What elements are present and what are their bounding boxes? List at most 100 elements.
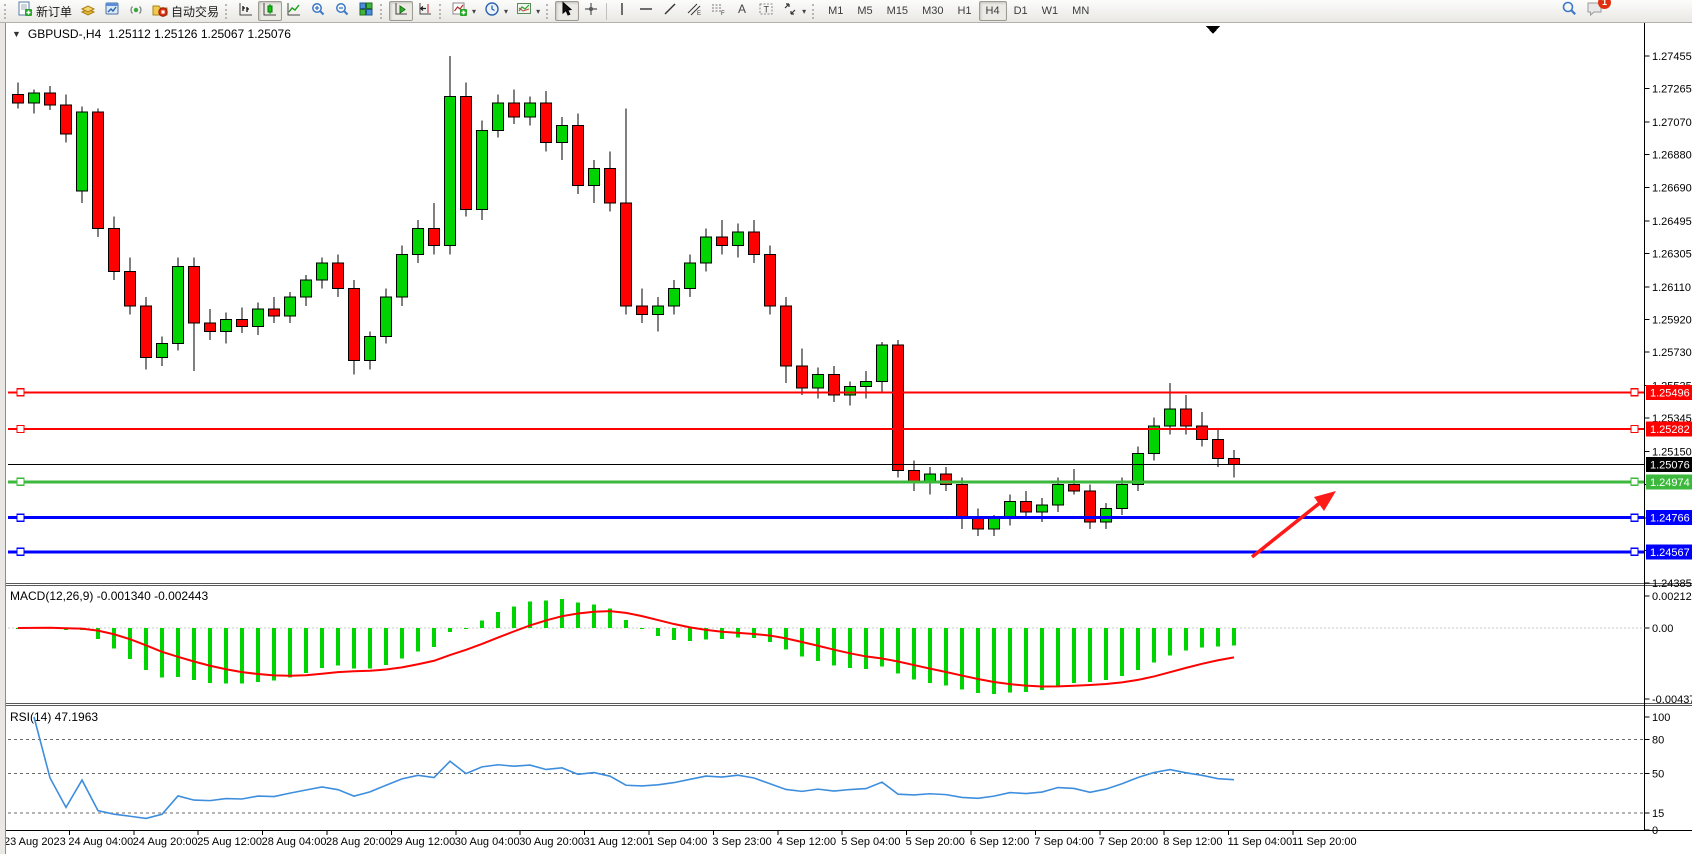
line-handle[interactable] bbox=[16, 513, 25, 522]
macd-histogram-bar bbox=[576, 602, 580, 628]
bear-candle bbox=[236, 319, 248, 327]
bull-candle bbox=[396, 253, 408, 298]
cursor-tool-button[interactable] bbox=[555, 0, 580, 21]
dropdown-caret-icon: ▾ bbox=[504, 6, 509, 16]
bear-candle bbox=[540, 102, 552, 144]
timeframe-button-h4[interactable]: H4 bbox=[978, 1, 1007, 21]
bull-candle bbox=[1052, 483, 1064, 506]
line-handle[interactable] bbox=[1630, 424, 1639, 434]
signal-button[interactable] bbox=[124, 1, 148, 21]
indicators-icon bbox=[452, 1, 468, 22]
bear-candle bbox=[780, 305, 792, 367]
tile-windows-button[interactable] bbox=[354, 1, 378, 21]
bear-candle bbox=[604, 167, 616, 204]
zoom-out-button[interactable] bbox=[330, 1, 354, 21]
macd-tick-label: -0.004378 bbox=[1652, 694, 1692, 706]
arrows-icon bbox=[782, 1, 798, 22]
toolbar-separator bbox=[606, 2, 608, 20]
timeframe-button-m30[interactable]: M30 bbox=[922, 5, 944, 17]
toolbar-grip[interactable] bbox=[812, 3, 818, 19]
one-click-trading-toggle-icon[interactable]: ▼ bbox=[12, 29, 21, 39]
line-handle[interactable] bbox=[1630, 477, 1639, 487]
auto-scroll-button[interactable] bbox=[389, 1, 414, 21]
text-tool-button[interactable]: A bbox=[730, 1, 754, 21]
macd-signal-line bbox=[17, 610, 1235, 688]
macd-histogram-bar bbox=[16, 628, 20, 629]
market-watch-button[interactable] bbox=[76, 1, 100, 21]
line-handle[interactable] bbox=[1630, 388, 1639, 397]
line-handle[interactable] bbox=[16, 388, 25, 397]
bull-candle bbox=[252, 308, 264, 327]
timeframe-button-m1[interactable]: M1 bbox=[828, 5, 844, 17]
macd-histogram-bar bbox=[960, 628, 964, 690]
price-tick-label: 1.27070 bbox=[1652, 117, 1692, 129]
timeframe-button-d1[interactable]: D1 bbox=[1013, 5, 1028, 17]
line-chart-mode-button[interactable] bbox=[282, 1, 306, 21]
crosshair-tool-button[interactable] bbox=[579, 1, 603, 21]
tile-windows-icon bbox=[358, 1, 374, 22]
date-label: 3 Sep 23:00 bbox=[712, 836, 771, 848]
timeframe-button-mn[interactable]: MN bbox=[1072, 5, 1090, 17]
trend-arrow-annotation[interactable] bbox=[1250, 496, 1328, 559]
horizontal-line-tool-button[interactable] bbox=[634, 1, 658, 21]
macd-histogram-bar bbox=[672, 628, 676, 640]
bull-candle bbox=[524, 102, 536, 118]
chart-canvas[interactable]: MACD(12,26,9) -0.001340 -0.002443 RSI(14… bbox=[0, 23, 1692, 854]
chart-shift-icon bbox=[417, 1, 433, 22]
bear-candle bbox=[1196, 425, 1208, 441]
toolbar-grip[interactable] bbox=[439, 3, 445, 19]
toolbar-grip[interactable] bbox=[546, 3, 552, 19]
line-handle[interactable] bbox=[1630, 513, 1639, 522]
bear-candle bbox=[1068, 483, 1080, 492]
bear-candle bbox=[204, 322, 216, 333]
arrows-tool-button[interactable]: ▾ bbox=[778, 1, 810, 21]
line-handle[interactable] bbox=[16, 547, 25, 556]
price-flag bbox=[1646, 421, 1692, 437]
chat-button[interactable]: 1 bbox=[1586, 0, 1611, 22]
bull-candle bbox=[652, 305, 664, 315]
templates-button[interactable]: ▾ bbox=[512, 1, 544, 21]
chart-window-button[interactable] bbox=[100, 1, 124, 21]
macd-histogram-bar bbox=[448, 628, 452, 633]
bear-candle bbox=[1212, 439, 1224, 460]
periods-button[interactable]: ▾ bbox=[480, 1, 512, 21]
toolbar-grip[interactable] bbox=[225, 3, 231, 19]
bear-candle bbox=[956, 483, 968, 520]
macd-histogram-bar bbox=[544, 600, 548, 628]
macd-indicator-label: MACD(12,26,9) -0.001340 -0.002443 bbox=[10, 589, 208, 603]
timeframe-button-m5[interactable]: M5 bbox=[857, 5, 873, 17]
timeframe-button-h1[interactable]: H1 bbox=[957, 5, 972, 17]
vertical-line-tool-button[interactable] bbox=[610, 1, 634, 21]
candlestick-mode-button[interactable] bbox=[258, 1, 283, 21]
trendline-tool-button[interactable] bbox=[658, 1, 682, 21]
indicators-button[interactable]: ▾ bbox=[448, 1, 480, 21]
channel-tool-button[interactable]: E bbox=[682, 1, 706, 21]
line-handle[interactable] bbox=[1630, 547, 1639, 556]
bear-candle bbox=[268, 308, 280, 317]
chart-header: ▼ GBPUSD-,H4 1.25112 1.25126 1.25067 1.2… bbox=[12, 27, 291, 41]
dropdown-caret-icon: ▾ bbox=[472, 6, 477, 16]
text-label-tool-button[interactable]: T bbox=[754, 1, 778, 21]
bull-candle bbox=[316, 262, 328, 281]
macd-histogram-bar bbox=[912, 628, 916, 680]
timeframe-button-m15[interactable]: M15 bbox=[886, 5, 909, 17]
timeframe-button-w1[interactable]: W1 bbox=[1041, 5, 1059, 17]
fibonacci-tool-button[interactable]: F bbox=[706, 1, 730, 21]
toolbar-grip[interactable] bbox=[4, 3, 10, 19]
toolbar-grip[interactable] bbox=[380, 3, 386, 19]
bull-candle bbox=[812, 373, 824, 389]
chart-shift-marker-icon[interactable] bbox=[1206, 26, 1220, 34]
bear-candle bbox=[92, 111, 104, 230]
zoom-in-button[interactable] bbox=[306, 1, 330, 21]
line-handle[interactable] bbox=[16, 477, 25, 487]
autotrade-button[interactable]: 自动交易 bbox=[148, 1, 223, 21]
rsi-tick-label: 50 bbox=[1652, 769, 1664, 781]
chart-window[interactable]: ▼ GBPUSD-,H4 1.25112 1.25126 1.25067 1.2… bbox=[0, 23, 1692, 854]
bar-chart-mode-button[interactable] bbox=[234, 1, 258, 21]
chart-shift-button[interactable] bbox=[413, 1, 437, 21]
search-icon[interactable] bbox=[1561, 0, 1578, 22]
line-handle[interactable] bbox=[16, 424, 25, 434]
date-label: 1 Sep 04:00 bbox=[648, 836, 707, 848]
macd-histogram-bar bbox=[1232, 628, 1236, 646]
new-order-button[interactable]: 新订单 bbox=[13, 1, 76, 21]
